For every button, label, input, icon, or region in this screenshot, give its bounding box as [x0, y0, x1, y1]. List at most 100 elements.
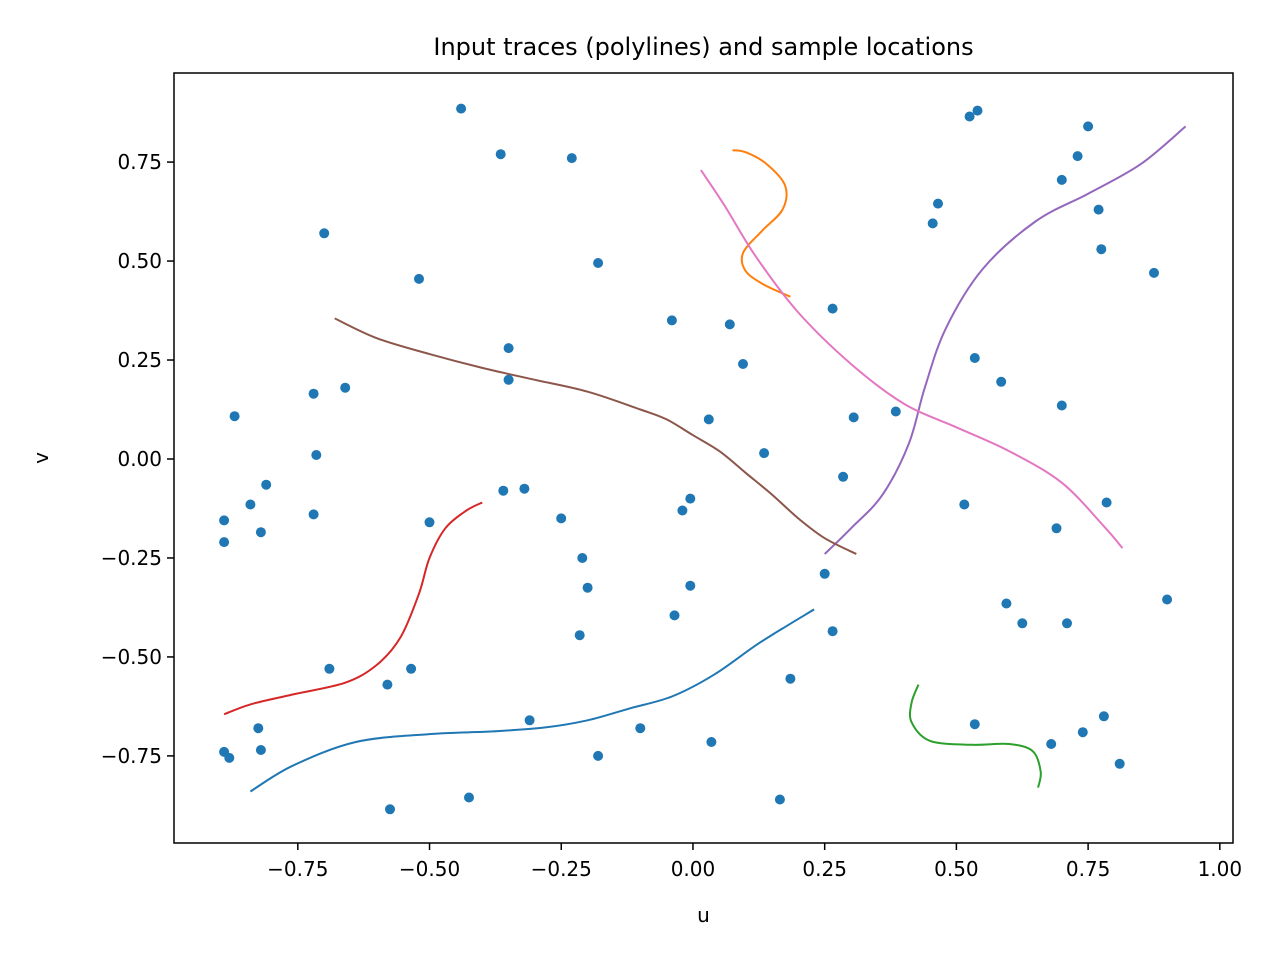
sample-point: [759, 448, 770, 459]
sample-point: [219, 515, 230, 526]
x-tick-label: 0.00: [671, 857, 716, 881]
sample-point: [464, 792, 474, 803]
x-tick-label: 1.00: [1198, 857, 1243, 881]
sample-point: [1083, 121, 1094, 132]
traces-layer: [223, 125, 1187, 793]
sample-point: [340, 382, 351, 393]
sample-point: [229, 411, 240, 422]
sample-point: [964, 111, 975, 122]
sample-point: [848, 412, 859, 423]
sample-point: [738, 359, 748, 369]
sample-point: [582, 582, 593, 593]
sample-point: [972, 105, 983, 116]
trace-line-4: [223, 501, 483, 716]
sample-point: [424, 517, 435, 528]
y-axis: −0.75 −0.50 −0.25 0.00 0.25 0.50 0.75: [101, 150, 174, 768]
sample-point: [577, 553, 588, 563]
sample-point: [406, 663, 417, 674]
chart-title: Input traces (polylines) and sample loca…: [433, 33, 973, 61]
trace-line-6: [334, 317, 857, 555]
sample-point: [1056, 400, 1067, 411]
sample-point: [969, 719, 980, 730]
sample-point: [724, 319, 735, 330]
sample-point: [382, 679, 393, 690]
x-axis: −0.75 −0.50 −0.25 0.00 0.25 0.50 0.75 1.00: [267, 843, 1242, 881]
x-tick-label: 0.75: [1066, 857, 1111, 881]
x-tick-label: −0.25: [531, 857, 592, 881]
sample-point: [308, 509, 319, 520]
y-tick-label: 0.50: [117, 249, 162, 273]
y-tick-label: −0.50: [101, 645, 162, 669]
sample-point: [1001, 598, 1012, 609]
sample-point: [1093, 204, 1104, 215]
sample-point: [255, 745, 266, 755]
sample-point: [703, 414, 714, 425]
trace-line-7: [700, 169, 1124, 549]
sample-point: [677, 505, 688, 516]
sample-point: [1051, 523, 1062, 534]
sample-point: [1149, 267, 1159, 278]
sample-point: [933, 198, 943, 209]
x-tick-label: −0.75: [267, 857, 328, 881]
sample-point: [311, 450, 322, 460]
sample-point: [890, 406, 901, 417]
sample-point: [666, 315, 677, 326]
sample-point: [566, 153, 577, 164]
sample-point: [1072, 151, 1083, 162]
sample-point: [1046, 739, 1057, 749]
sample-point: [503, 343, 514, 354]
trace-line-3: [908, 684, 1042, 788]
sample-point: [838, 471, 849, 482]
sample-point: [1098, 711, 1109, 722]
sample-point: [219, 537, 230, 548]
sample-point: [685, 580, 696, 591]
sample-point: [261, 479, 272, 490]
sample-point: [706, 737, 717, 747]
sample-point: [669, 610, 680, 621]
plot-area-frame: [173, 72, 1234, 844]
x-axis-title: u: [697, 903, 710, 927]
sample-point: [827, 303, 838, 314]
y-tick-label: −0.75: [101, 744, 162, 768]
sample-point: [1062, 618, 1072, 629]
sample-point: [819, 568, 830, 579]
y-tick-label: 0.75: [117, 150, 162, 174]
sample-point: [1162, 594, 1173, 605]
sample-point: [785, 673, 796, 684]
sample-point: [324, 663, 335, 674]
sample-point: [996, 376, 1007, 387]
sample-point: [1096, 244, 1107, 255]
sample-point: [245, 499, 256, 510]
sample-point: [1056, 174, 1067, 185]
sample-point: [385, 804, 395, 815]
sample-point: [1114, 758, 1125, 769]
sample-point: [927, 218, 938, 229]
y-tick-label: 0.25: [117, 348, 162, 372]
sample-point: [685, 493, 696, 504]
sample-point: [524, 715, 535, 726]
x-tick-label: −0.50: [399, 857, 460, 881]
sample-point: [635, 723, 646, 734]
sample-point: [519, 483, 530, 494]
sample-point: [308, 388, 319, 399]
sample-point: [503, 374, 514, 385]
trace-line-1: [249, 608, 815, 793]
sample-point: [827, 626, 838, 637]
y-axis-title: v: [29, 452, 53, 464]
sample-point: [1017, 618, 1028, 629]
trace-line-5: [824, 125, 1187, 555]
sample-point: [969, 353, 980, 363]
sample-point: [556, 513, 567, 524]
sample-point: [774, 794, 785, 805]
y-tick-label: −0.25: [101, 546, 162, 570]
sample-point: [959, 499, 970, 510]
sample-point: [414, 273, 424, 284]
sample-point: [495, 149, 506, 160]
x-tick-label: 0.25: [802, 857, 847, 881]
sample-point: [224, 752, 235, 763]
y-tick-label: 0.00: [117, 447, 162, 471]
sample-point: [593, 258, 604, 268]
sample-point: [255, 527, 266, 538]
